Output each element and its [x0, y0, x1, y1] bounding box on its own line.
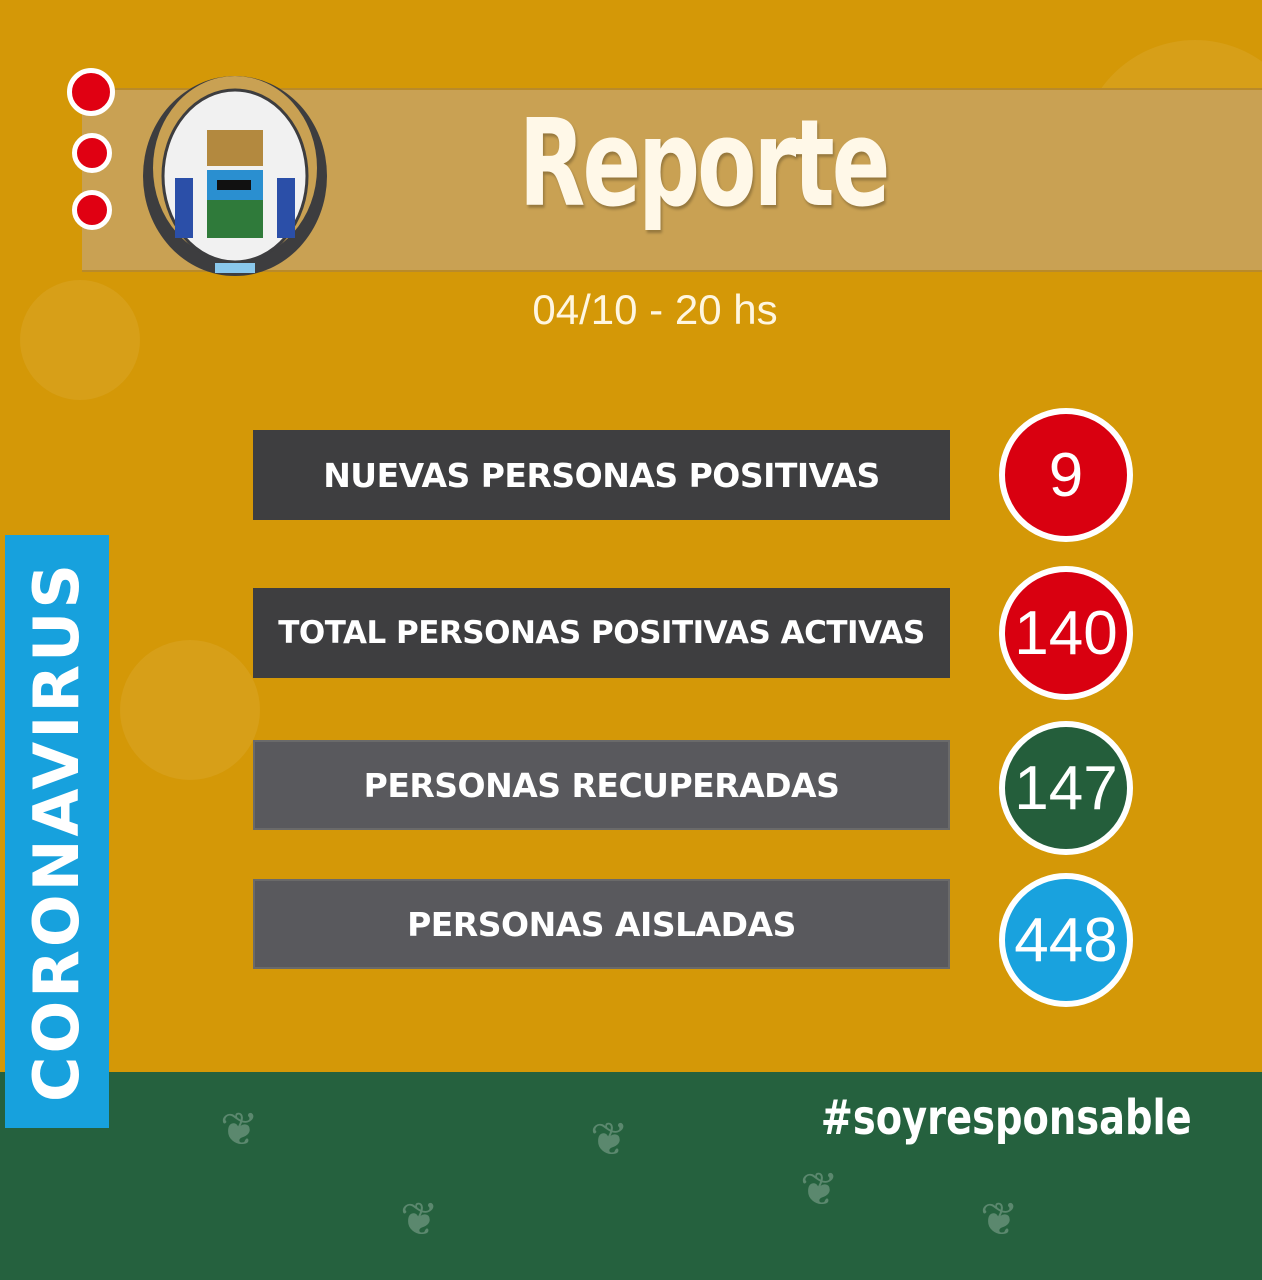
coronavirus-sidebar: CORONAVIRUS	[5, 535, 109, 1128]
leaf-icon: ❦	[980, 1192, 1019, 1246]
stat-label-recovered: PERSONAS RECUPERADAS	[253, 740, 950, 830]
virus-decoration	[120, 640, 260, 780]
stat-label-new-positives: NUEVAS PERSONAS POSITIVAS	[253, 430, 950, 520]
stat-label-active-positives: TOTAL PERSONAS POSITIVAS ACTIVAS	[253, 588, 950, 678]
leaf-icon: ❦	[220, 1102, 259, 1156]
stat-value-new-positives: 9	[999, 408, 1133, 542]
leaf-icon: ❦	[800, 1162, 839, 1216]
footer-band: ❦ ❦ ❦ ❦ ❦	[0, 1072, 1262, 1280]
decorative-dot	[67, 68, 115, 116]
stat-label-isolated: PERSONAS AISLADAS	[253, 879, 950, 969]
decorative-dot	[72, 133, 112, 173]
stat-value-recovered: 147	[999, 721, 1133, 855]
report-title: Reporte	[518, 95, 891, 234]
leaf-icon: ❦	[590, 1112, 629, 1166]
leaf-icon: ❦	[400, 1192, 439, 1246]
report-date: 04/10 - 20 hs	[532, 286, 778, 333]
stat-value-isolated: 448	[999, 873, 1133, 1007]
hashtag: #soyresponsable	[821, 1090, 1192, 1146]
virus-decoration	[20, 280, 140, 400]
stat-value-active-positives: 140	[999, 566, 1133, 700]
decorative-dot	[72, 190, 112, 230]
municipality-crest-logo	[143, 76, 327, 276]
sidebar-label: CORONAVIRUS	[20, 560, 94, 1103]
